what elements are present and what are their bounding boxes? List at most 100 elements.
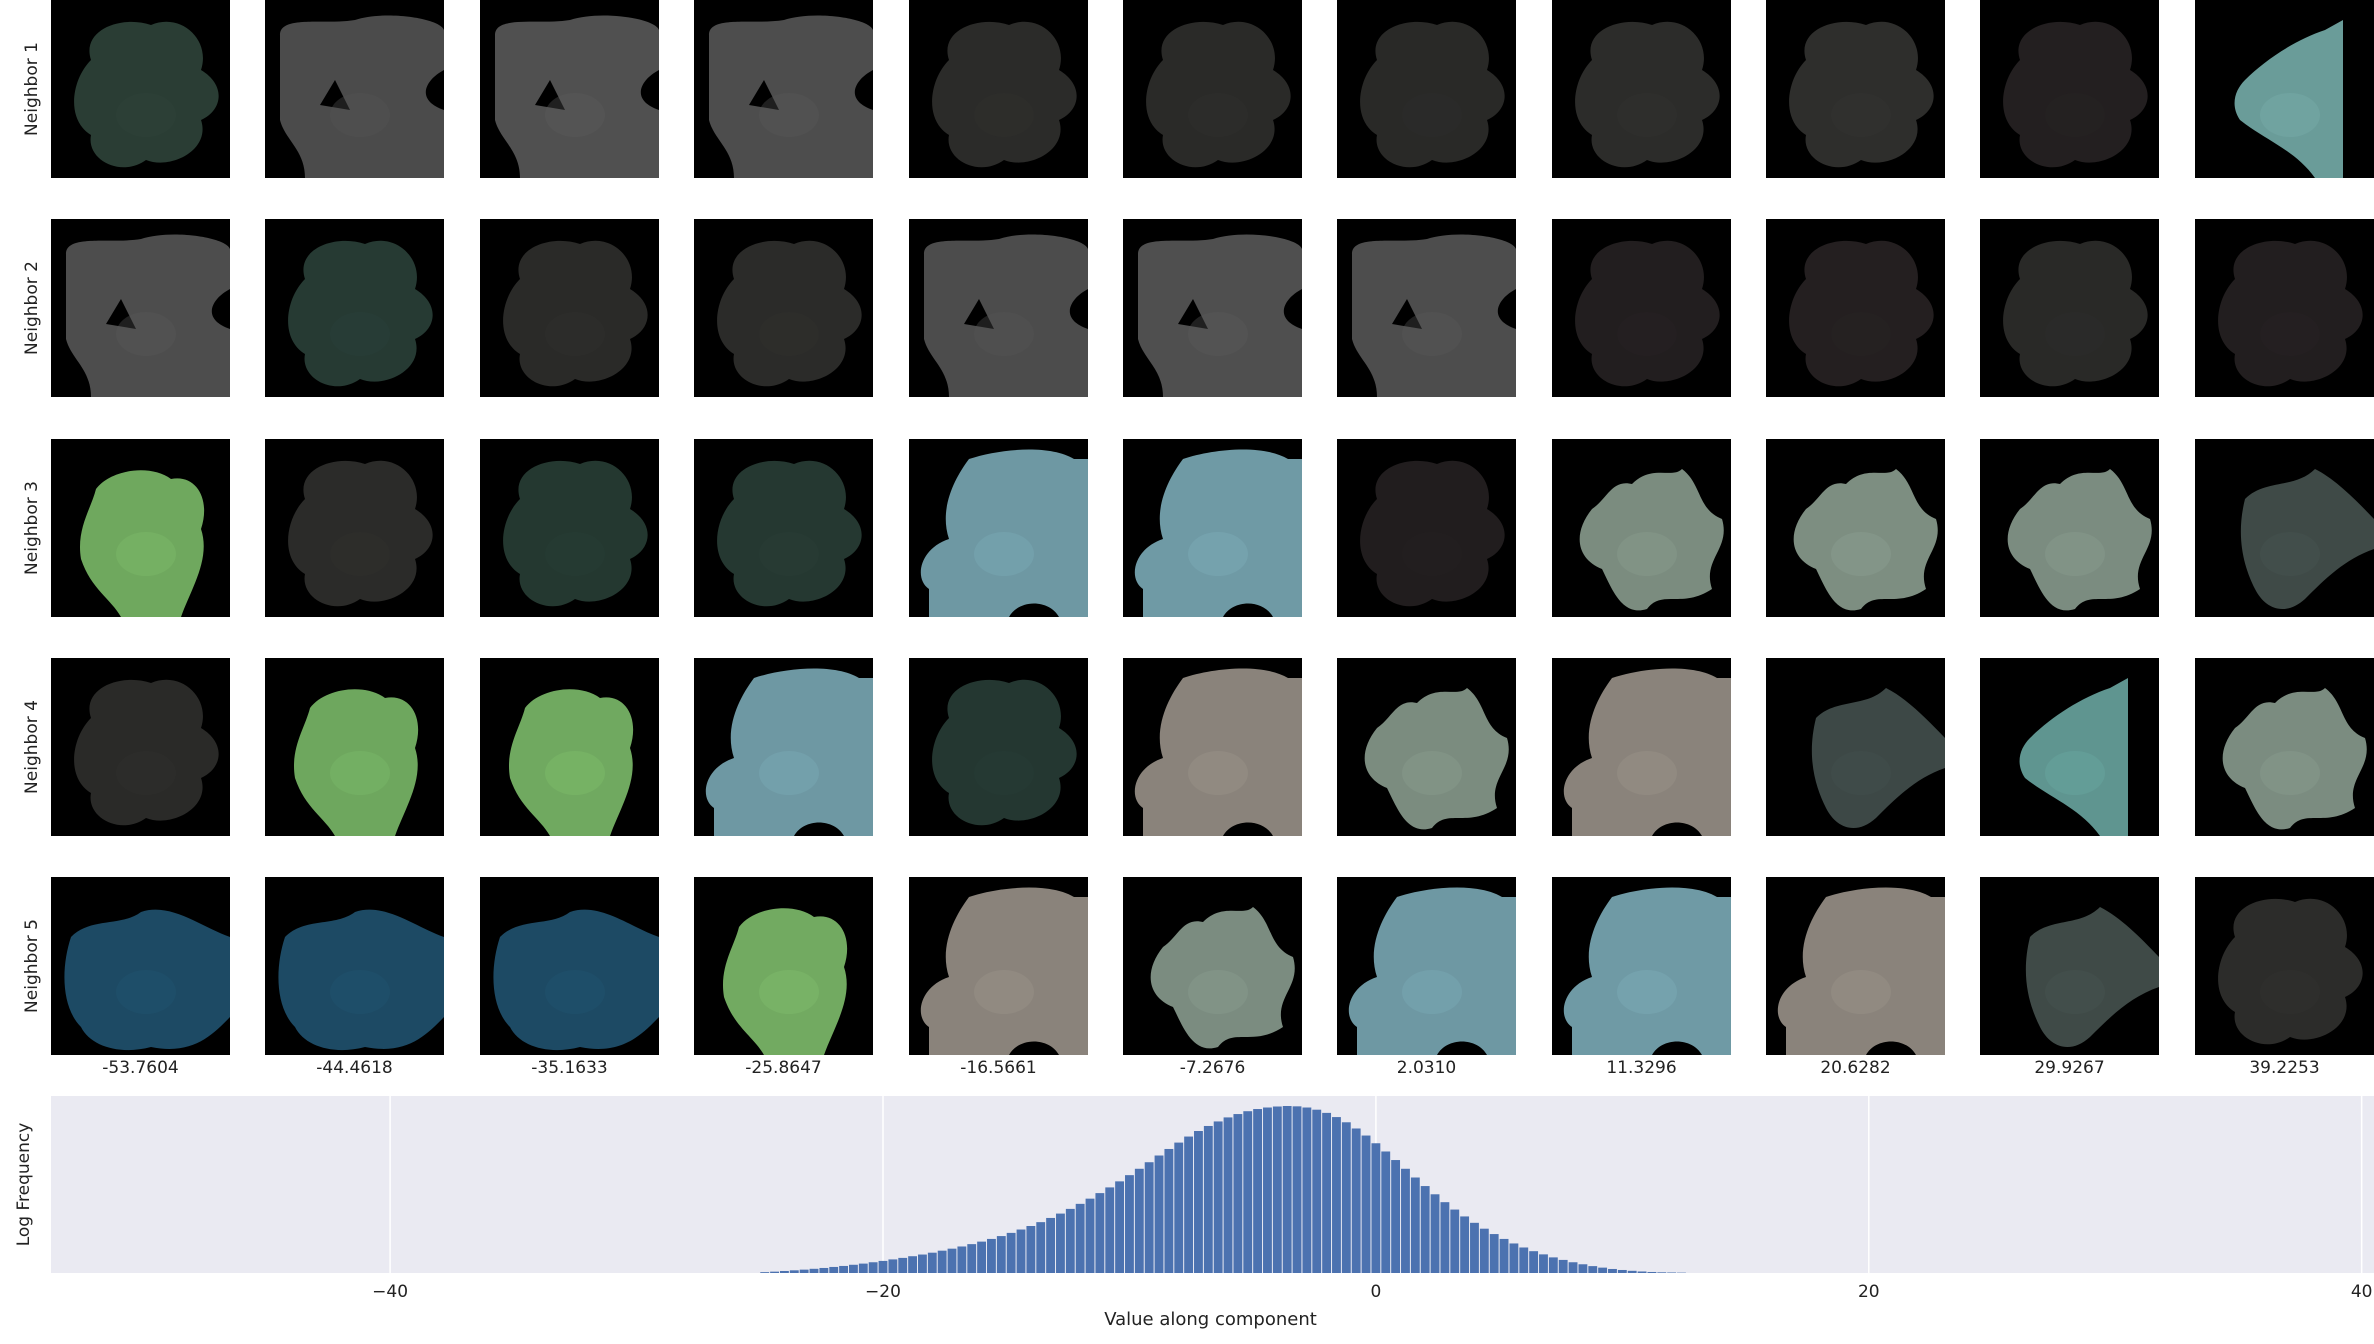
histogram-bar — [1627, 1270, 1637, 1273]
neighbor-image-tile — [1552, 877, 1731, 1055]
neighbor-image-tile — [694, 658, 873, 836]
row-label-neighbor-1: Neighbor 1 — [22, 42, 42, 136]
neighbor-image-tile — [265, 877, 444, 1055]
neighbor-image-tile — [51, 0, 230, 178]
histogram-bar — [1213, 1121, 1223, 1273]
x-tick-label: 0 — [1370, 1282, 1381, 1302]
neighbor-image-tile — [909, 877, 1088, 1055]
histogram-bar — [1667, 1272, 1677, 1273]
neighbor-image-tile — [265, 0, 444, 178]
histogram-bar — [868, 1262, 878, 1273]
column-value-label: -44.4618 — [316, 1058, 393, 1078]
neighbor-image-tile — [2195, 439, 2374, 617]
histogram-bar — [1243, 1111, 1253, 1273]
neighbor-image-tile — [1337, 219, 1516, 397]
histogram-bar — [839, 1265, 848, 1273]
histogram-bar — [1558, 1259, 1568, 1273]
column-value-label: -35.1633 — [531, 1058, 608, 1078]
histogram-bar — [760, 1272, 770, 1273]
row-label-neighbor-4: Neighbor 4 — [22, 700, 42, 794]
histogram-bar — [789, 1270, 799, 1273]
neighbor-image-tile — [1766, 658, 1945, 836]
histogram-bar — [967, 1244, 977, 1273]
neighbor-image-tile — [480, 0, 659, 178]
neighbor-image-tile — [480, 219, 659, 397]
histogram-bar — [1105, 1187, 1115, 1273]
neighbor-image-tile — [694, 0, 873, 178]
histogram-bar — [1065, 1208, 1075, 1273]
neighbor-image-tile — [1123, 0, 1302, 178]
histogram-bar — [1608, 1268, 1617, 1273]
neighbor-image-tile — [1123, 658, 1302, 836]
histogram-bar — [770, 1271, 779, 1273]
histogram-bar — [1174, 1142, 1184, 1273]
histogram-bar — [1617, 1269, 1627, 1273]
histogram-panel: −40 −20 0 20 40 Value along component Log Freq… — [0, 1090, 2374, 1344]
column-value-label: 11.3296 — [1606, 1058, 1677, 1078]
histogram-bar — [799, 1269, 809, 1273]
histogram-bar — [1233, 1114, 1243, 1273]
histogram-bar — [1223, 1117, 1233, 1273]
histogram-bar — [1470, 1222, 1479, 1273]
histogram-bar — [1460, 1216, 1470, 1273]
histogram-bar — [1381, 1151, 1391, 1273]
histogram-bar — [1440, 1202, 1450, 1273]
histogram-bar — [1272, 1106, 1282, 1273]
histogram-bar — [1637, 1271, 1647, 1273]
histogram-bar — [1046, 1217, 1056, 1273]
neighbor-image-tile — [51, 439, 230, 617]
neighbor-image-tile — [1980, 219, 2159, 397]
column-value-label: -53.7604 — [102, 1058, 179, 1078]
histogram-bar — [996, 1236, 1006, 1273]
neighbor-image-tile — [1980, 0, 2159, 178]
neighbor-image-tile — [1766, 877, 1945, 1055]
histogram-bar — [1006, 1232, 1016, 1273]
column-value-label: 2.0310 — [1396, 1058, 1457, 1078]
histogram-bar — [1292, 1106, 1302, 1273]
neighbor-image-tile — [480, 658, 659, 836]
histogram-bar — [1588, 1266, 1598, 1273]
neighbor-image-tile — [2195, 658, 2374, 836]
neighbor-image-tile — [1337, 877, 1516, 1055]
histogram-bar — [1322, 1112, 1332, 1273]
neighbor-image-tile — [694, 219, 873, 397]
histogram-bar — [1144, 1162, 1154, 1273]
histogram-bar — [1341, 1122, 1351, 1273]
histogram-bar — [1253, 1109, 1263, 1273]
histogram-bar — [1095, 1193, 1105, 1273]
neighbor-image-tile — [1552, 658, 1731, 836]
histogram-bar — [1075, 1203, 1085, 1273]
neighbor-image-tile — [1766, 219, 1945, 397]
neighbor-image-tile — [480, 877, 659, 1055]
histogram-bar — [1036, 1222, 1046, 1273]
x-tick-label: −40 — [372, 1282, 408, 1302]
histogram-bar — [848, 1264, 858, 1273]
neighbor-image-tile — [1337, 0, 1516, 178]
neighbor-image-tile — [1123, 439, 1302, 617]
row-label-neighbor-5: Neighbor 5 — [22, 919, 42, 1013]
histogram-bar — [819, 1267, 829, 1273]
histogram-bar — [1026, 1226, 1036, 1273]
neighbor-image-tile — [1123, 877, 1302, 1055]
histogram-bar — [1016, 1229, 1026, 1273]
neighbor-image-tile — [1980, 439, 2159, 617]
neighbor-image-tile — [909, 219, 1088, 397]
neighbor-image-tile — [694, 877, 873, 1055]
x-tick-label: 20 — [1858, 1282, 1880, 1302]
histogram-bar — [977, 1241, 987, 1273]
histogram-bar — [1539, 1254, 1548, 1273]
column-value-label: 20.6282 — [1820, 1058, 1891, 1078]
column-value-label: -7.2676 — [1179, 1058, 1246, 1078]
histogram-bar — [888, 1259, 898, 1273]
column-value-label: 29.9267 — [2034, 1058, 2105, 1078]
x-axis-label: Value along component — [1104, 1309, 1317, 1330]
histogram-bar — [1548, 1257, 1558, 1273]
histogram-bar — [1499, 1238, 1509, 1273]
histogram-bar — [937, 1250, 947, 1273]
histogram-bar — [1134, 1168, 1144, 1273]
histogram-bar — [898, 1257, 908, 1273]
row-label-neighbor-2: Neighbor 2 — [22, 261, 42, 355]
histogram-chart: −40 −20 0 20 40 Value along component Log Freq… — [14, 1096, 2374, 1330]
histogram-bar — [1332, 1117, 1341, 1273]
neighbor-image-grid: Neighbor 1 Neighbor 2 Neighbor 3 Neighbor 4… — [22, 0, 2374, 1078]
